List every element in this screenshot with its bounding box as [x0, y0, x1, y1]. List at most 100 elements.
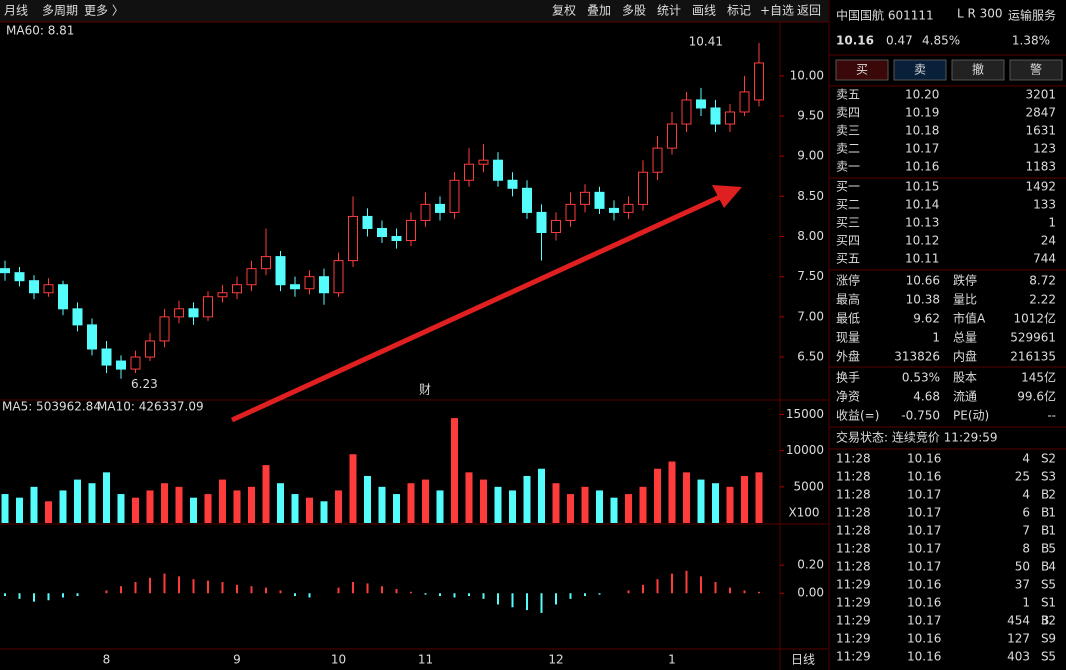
toolbar-item[interactable]: 返回	[797, 4, 821, 18]
trade-price: 10.16	[907, 470, 941, 484]
trade-button-label[interactable]: 卖	[914, 63, 926, 77]
stock-tag: L R 300	[957, 7, 1003, 21]
candle-body	[101, 348, 112, 366]
volume-bar	[683, 472, 690, 523]
high-annotation: 10.41	[689, 34, 723, 48]
candle-body	[377, 227, 387, 238]
stat-label: 市值A	[953, 311, 986, 326]
volume-bar	[465, 472, 473, 523]
candle-body	[507, 179, 518, 189]
candle-body	[710, 107, 721, 125]
stat-label: 最高	[836, 292, 860, 307]
toolbar-item[interactable]: 标记	[727, 4, 751, 18]
toolbar-item[interactable]: 画线	[692, 4, 716, 18]
trade-button[interactable]	[1009, 59, 1063, 81]
ma60-label: MA60: 8.81	[6, 24, 74, 38]
kline-chart: 月线 多周期 更多 〉 复权 叠加 多股 统计 画线 标记 +自选 返回 6.50 7.00 7.50 8.…	[0, 4, 824, 667]
trade-count: 5	[1048, 650, 1056, 664]
trade-price: 10.16	[907, 650, 941, 664]
volume-bar	[581, 486, 589, 523]
candle-body	[0, 268, 10, 274]
candle-body	[87, 324, 97, 350]
volume-bar	[204, 494, 212, 523]
y-tick-label: 8.00	[797, 229, 824, 243]
trade-button-label[interactable]: 警	[1030, 62, 1042, 77]
trade-time: 11:28	[836, 470, 871, 484]
candle-body	[667, 123, 677, 149]
stat-value: 10.38	[906, 293, 940, 307]
candle-body	[232, 284, 242, 294]
candle-body	[203, 296, 213, 318]
volume-bar	[219, 479, 226, 523]
volume-bar	[291, 494, 299, 523]
trade-button-label[interactable]: 买	[856, 63, 868, 77]
candle-body	[304, 276, 315, 290]
volume-bar	[1, 494, 9, 523]
toolbar-item[interactable]: 更多 〉	[84, 4, 124, 18]
toolbar-item[interactable]: 多周期	[42, 4, 78, 18]
volume-bar	[639, 486, 647, 523]
volume-bar	[364, 475, 371, 523]
y-tick-label: 0.20	[797, 558, 824, 572]
candle-body	[435, 203, 445, 213]
volume-bar	[233, 490, 241, 523]
trade-button[interactable]	[893, 59, 947, 81]
candle-body	[725, 111, 735, 125]
trade-button[interactable]	[835, 59, 889, 81]
volume-bar	[552, 483, 560, 523]
toolbar-item[interactable]: 月线	[4, 4, 28, 18]
stat-label: 收益(=)	[836, 409, 879, 423]
candle-body	[623, 203, 634, 213]
trade-volume: 50	[1015, 560, 1030, 574]
candle-body	[739, 91, 750, 113]
trade-time: 11:28	[836, 452, 871, 466]
y-tick-label: 15000	[786, 407, 824, 421]
toolbar-item[interactable]: 多股	[622, 4, 646, 18]
trade-time: 11:28	[836, 506, 871, 520]
trade-button-label[interactable]: 撤	[972, 62, 984, 77]
order-price: 10.13	[905, 216, 939, 230]
period-label[interactable]: 日线	[791, 653, 815, 667]
volume-bar	[248, 486, 255, 523]
trade-volume: 25	[1015, 470, 1030, 484]
trade-side: B	[1041, 524, 1049, 538]
stat-label: 流通	[953, 390, 977, 404]
trade-time: 11:29	[836, 596, 871, 610]
candle-body	[261, 256, 271, 270]
stat-value: 0.53%	[902, 371, 940, 385]
trade-volume: 1	[1022, 596, 1030, 610]
volume-bar	[436, 490, 444, 523]
trade-volume: 37	[1015, 578, 1030, 592]
toolbar-item[interactable]: +自选	[760, 4, 794, 18]
toolbar-bg	[0, 0, 828, 22]
toolbar-item[interactable]: 复权	[552, 4, 576, 18]
trade-count: 1	[1048, 596, 1056, 610]
order-level: 买二	[836, 198, 860, 212]
y-tick-label: 7.00	[797, 309, 824, 323]
candle-body	[275, 256, 286, 286]
trade-button[interactable]	[951, 59, 1005, 81]
toolbar-item[interactable]: 叠加	[587, 4, 611, 18]
stat-label: 股本	[953, 371, 977, 385]
order-price: 10.20	[905, 88, 939, 102]
trade-price: 10.17	[907, 614, 941, 628]
stat-value: 313826	[894, 350, 940, 364]
trade-side: S	[1041, 596, 1049, 610]
volume-bar	[262, 465, 270, 523]
candle-body	[638, 171, 648, 205]
candle-body	[464, 163, 474, 181]
y-tick-label: 6.50	[797, 350, 824, 364]
volume-bar	[335, 490, 342, 523]
order-price: 10.19	[905, 106, 939, 120]
candle-body	[333, 260, 344, 294]
candle-body	[290, 284, 300, 290]
trade-count: 1	[1048, 506, 1056, 520]
ma10-label: MA10: 426337.09	[97, 400, 204, 414]
stat-value: 529961	[1010, 331, 1056, 345]
toolbar-item[interactable]: 统计	[657, 4, 681, 18]
volume-bar	[103, 472, 110, 523]
sector[interactable]: 运输服务	[1008, 8, 1056, 23]
trade-price: 10.17	[907, 524, 941, 538]
candle-body	[696, 99, 706, 109]
